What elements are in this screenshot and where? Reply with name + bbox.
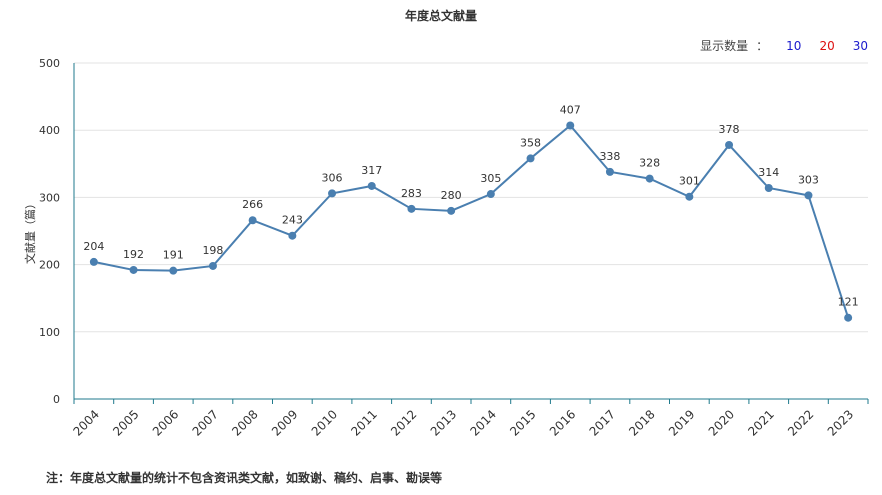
data-point bbox=[208, 261, 217, 270]
y-tick-label: 200 bbox=[39, 259, 60, 272]
data-point bbox=[169, 266, 178, 275]
chart-title: 年度总文献量 bbox=[404, 9, 477, 23]
data-label: 378 bbox=[719, 123, 740, 136]
data-label: 121 bbox=[838, 296, 859, 309]
display-count-label: 显示数量 bbox=[700, 39, 749, 53]
data-label: 192 bbox=[123, 248, 144, 261]
y-tick-label: 0 bbox=[53, 393, 60, 406]
data-label: 338 bbox=[599, 150, 620, 163]
display-count-selector: 显示数量 ： 10 20 30 bbox=[700, 37, 868, 54]
data-label: 301 bbox=[679, 175, 700, 188]
data-label: 407 bbox=[560, 103, 581, 116]
data-point bbox=[764, 183, 773, 192]
y-tick-label: 300 bbox=[39, 191, 60, 204]
x-tick-label: 2022 bbox=[785, 407, 816, 438]
data-point bbox=[526, 154, 535, 163]
x-tick-label: 2013 bbox=[428, 407, 459, 438]
data-point bbox=[288, 231, 297, 240]
x-tick-label: 2005 bbox=[110, 407, 141, 438]
data-point bbox=[804, 191, 813, 200]
data-point bbox=[447, 206, 456, 215]
data-point bbox=[367, 181, 376, 190]
x-tick-label: 2021 bbox=[745, 407, 776, 438]
data-label: 198 bbox=[202, 244, 223, 257]
x-tick-label: 2015 bbox=[507, 407, 538, 438]
data-point bbox=[566, 121, 575, 130]
x-tick-label: 2020 bbox=[706, 407, 737, 438]
footnote: 注：年度总文献量的统计不包含资讯类文献，如致谢、稿约、启事、勘误等 bbox=[46, 471, 443, 485]
data-label: 305 bbox=[480, 172, 501, 185]
data-point bbox=[328, 189, 337, 198]
data-point bbox=[129, 265, 138, 274]
data-point bbox=[645, 174, 654, 183]
x-tick-label: 2012 bbox=[388, 407, 419, 438]
x-tick-label: 2010 bbox=[309, 407, 340, 438]
data-label: 317 bbox=[361, 164, 382, 177]
display-count-separator: ： bbox=[756, 39, 769, 53]
y-tick-label: 100 bbox=[39, 326, 60, 339]
x-tick-label: 2007 bbox=[190, 407, 221, 438]
x-tick-label: 2016 bbox=[547, 407, 578, 438]
x-tick-label: 2011 bbox=[348, 407, 379, 438]
data-label: 328 bbox=[639, 157, 660, 170]
data-point bbox=[486, 190, 495, 199]
data-label: 204 bbox=[83, 240, 104, 253]
x-tick-label: 2004 bbox=[70, 407, 101, 438]
y-axis-title: 文献量（篇） bbox=[23, 198, 37, 264]
x-tick-label: 2008 bbox=[229, 407, 260, 438]
display-count-option-30[interactable]: 30 bbox=[852, 38, 868, 53]
data-label: 191 bbox=[163, 249, 184, 262]
data-point bbox=[844, 313, 853, 322]
x-tick-label: 2017 bbox=[587, 407, 618, 438]
data-point bbox=[248, 216, 257, 225]
data-point bbox=[685, 192, 694, 201]
y-tick-label: 400 bbox=[39, 124, 60, 137]
x-tick-label: 2023 bbox=[825, 407, 856, 438]
data-label: 306 bbox=[322, 171, 343, 184]
data-point bbox=[605, 167, 614, 176]
x-tick-label: 2009 bbox=[269, 407, 300, 438]
data-point bbox=[407, 204, 416, 213]
data-point bbox=[725, 140, 734, 149]
data-point bbox=[89, 257, 98, 266]
data-label: 303 bbox=[798, 173, 819, 186]
series-line bbox=[93, 124, 850, 318]
x-tick-label: 2018 bbox=[626, 407, 657, 438]
data-label: 358 bbox=[520, 136, 541, 149]
y-tick-label: 500 bbox=[39, 57, 60, 70]
data-label: 243 bbox=[282, 214, 303, 227]
x-tick-label: 2019 bbox=[666, 407, 697, 438]
data-label: 266 bbox=[242, 198, 263, 211]
display-count-option-10[interactable]: 10 bbox=[786, 38, 802, 53]
data-label: 280 bbox=[441, 189, 462, 202]
data-label: 314 bbox=[758, 166, 779, 179]
display-count-option-20[interactable]: 20 bbox=[819, 38, 835, 53]
data-label: 283 bbox=[401, 187, 422, 200]
x-tick-label: 2006 bbox=[150, 407, 181, 438]
x-tick-label: 2014 bbox=[467, 407, 498, 438]
